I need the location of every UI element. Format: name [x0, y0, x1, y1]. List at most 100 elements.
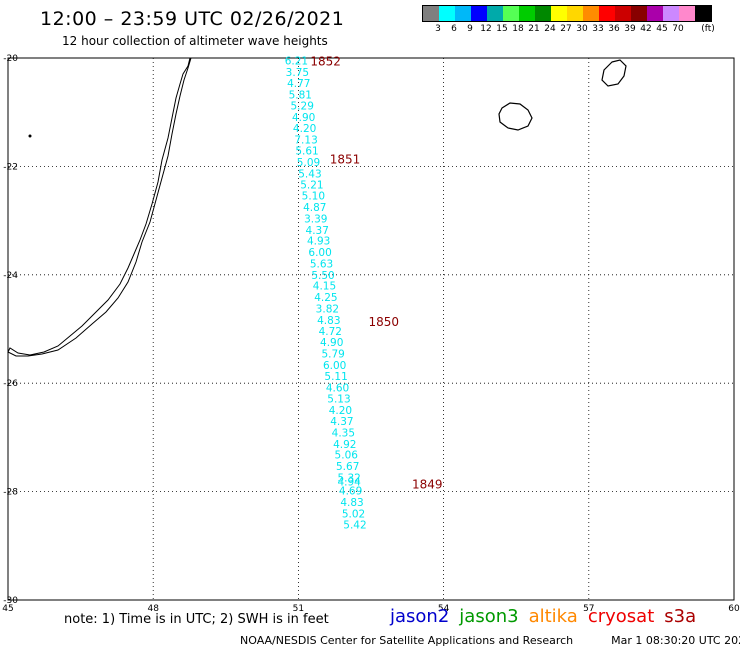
pass-number: 1850: [368, 315, 399, 329]
legend-label: 39: [624, 24, 636, 34]
legend-label: 24: [544, 24, 556, 34]
swh-value: 5.29: [291, 101, 314, 113]
legend-label: 12: [480, 24, 492, 34]
swh-value: 5.79: [321, 348, 344, 360]
legend-swatch: [551, 6, 567, 21]
legend-label: 6: [451, 24, 457, 34]
swh-value: 4.92: [333, 439, 356, 451]
satellite-name: s3a: [664, 606, 697, 627]
swh-value: 5.50: [311, 270, 334, 282]
legend-label: 21: [528, 24, 540, 34]
legend-unit: (ft): [701, 24, 715, 34]
coastline: [7, 57, 627, 357]
map-grid: [7, 57, 735, 601]
legend-swatch: [599, 6, 615, 21]
lon-tick-label: 51: [293, 604, 304, 614]
swh-value: 4.37: [330, 416, 353, 428]
madagascar-coastline: [7, 57, 192, 357]
pass-number: 1852: [310, 55, 341, 69]
islet-marker: [28, 134, 32, 138]
swh-value: 5.11: [324, 371, 347, 383]
map-frame: [7, 57, 735, 601]
swh-value: 5.61: [295, 146, 318, 158]
map-title: 12:00 – 23:59 UTC 02/26/2021: [40, 8, 345, 30]
legend-swatch: [455, 6, 471, 21]
legend-label: 36: [608, 24, 620, 34]
swh-value: 3.39: [304, 213, 327, 225]
legend-label: 3: [435, 24, 441, 34]
reunion-coastline: [498, 102, 533, 131]
swh-value: 5.10: [302, 191, 325, 203]
lat-tick-label: -20: [3, 54, 18, 64]
satellite-legend: jason2 jason3 altika cryosat s3a: [390, 606, 706, 627]
swh-value: 3.82: [316, 303, 339, 315]
legend-swatch: [423, 6, 439, 21]
legend-swatch: [503, 6, 519, 21]
swh-value: 5.43: [298, 168, 321, 180]
legend-label: 15: [496, 24, 508, 34]
swh-value: 4.87: [303, 202, 326, 214]
legend-swatch: [519, 6, 535, 21]
legend-swatch: [439, 6, 455, 21]
lat-tick-label: -24: [3, 271, 18, 281]
swh-value: 4.93: [307, 236, 330, 248]
lon-tick-label: 54: [438, 604, 450, 614]
legend-labels: 3 6 9 12 15 18 21 24 27 30 33 36 39 42 45 70 (ft): [422, 22, 715, 34]
swh-value: 5.13: [327, 393, 350, 405]
swh-value: 5.42: [343, 520, 366, 532]
legend-swatch: [679, 6, 695, 21]
swh-value: 4.35: [332, 428, 355, 440]
footer-note: note: 1) Time is in UTC; 2) SWH is in fe…: [64, 612, 329, 627]
swh-value: 5.67: [336, 461, 359, 473]
generated-timestamp: Mar 1 08:30:20 UTC 2021: [611, 634, 740, 647]
pass-labels: 1852 1851 1850 1849: [310, 55, 442, 492]
swh-value: 5.32: [337, 473, 360, 485]
swh-value: 4.77: [287, 78, 310, 90]
legend-swatch: [695, 6, 711, 21]
legend-label: 9: [467, 24, 473, 34]
swh-value: 6.00: [323, 360, 346, 372]
swh-value: 4.60: [326, 383, 349, 395]
pass-number: 1849: [412, 477, 443, 491]
swh-value: 4.15: [313, 281, 336, 293]
legend-swatch: [471, 6, 487, 21]
credit-line: NOAA/NESDIS Center for Satellite Applica…: [240, 634, 740, 647]
axis-tick-labels: 45 48 51 54 57 60 -20 -22 -24 -26 -28 -30: [2, 54, 740, 614]
swh-value: 4.37: [306, 225, 329, 237]
legend-swatch: [647, 6, 663, 21]
swh-value: 7.13: [294, 134, 317, 146]
swh-value: 4.94: [337, 476, 361, 488]
credit-text: NOAA/NESDIS Center for Satellite Applica…: [240, 634, 574, 647]
satellite-name: jason3: [459, 606, 519, 627]
legend-swatch: [663, 6, 679, 21]
swh-value: 4.83: [340, 497, 363, 509]
legend-swatch: [583, 6, 599, 21]
swh-value: 4.90: [320, 337, 343, 349]
legend-label: 27: [560, 24, 572, 34]
map-subtitle: 12 hour collection of altimeter wave hei…: [62, 34, 328, 48]
swh-value: 4.83: [317, 315, 340, 327]
swh-value: 4.72: [319, 326, 342, 338]
satellite-name: cryosat: [587, 606, 655, 627]
color-scale-legend: 3 6 9 12 15 18 21 24 27 30 33 36 39 42 45 70 (ft): [422, 5, 715, 34]
legend-swatch: [615, 6, 631, 21]
swh-value: 4.20: [293, 123, 316, 135]
swh-value: 4.20: [329, 405, 352, 417]
pass-number: 1851: [330, 152, 361, 166]
swh-value: 6.00: [308, 247, 331, 259]
swh-value: 6.21: [285, 56, 308, 68]
lon-tick-label: 57: [583, 604, 594, 614]
swh-value: 5.81: [289, 89, 312, 101]
legend-swatches: [422, 5, 712, 22]
swh-value: 5.63: [310, 258, 333, 270]
legend-label: 30: [576, 24, 588, 34]
legend-swatch: [487, 6, 503, 21]
swh-readings: 6.213.754.775.815.294.904.207.135.615.09…: [285, 56, 367, 532]
swh-value: 3.75: [286, 67, 309, 79]
lon-tick-label: 60: [728, 604, 740, 614]
swh-value: 5.09: [297, 157, 320, 169]
lat-tick-label: -30: [3, 596, 18, 606]
swh-value: 4.90: [292, 112, 315, 124]
lat-tick-label: -26: [3, 379, 18, 389]
